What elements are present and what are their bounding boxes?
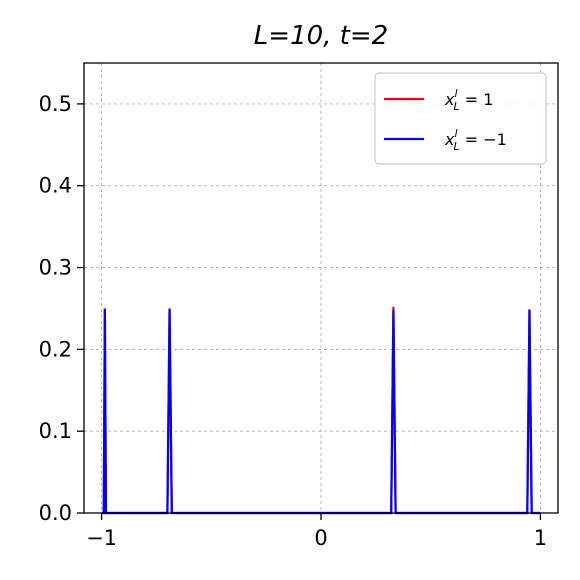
y-tick-label: 0.1 — [39, 419, 72, 443]
y-tick-label: 0.2 — [39, 337, 72, 361]
y-tick-label: 0.5 — [39, 92, 72, 116]
ticks-group: −1 0 1 0.0 0.1 0.2 0.3 0.4 0.5 — [39, 92, 548, 550]
chart-title: L=10, t=2 — [254, 21, 388, 51]
legend-box — [374, 72, 547, 165]
x-tick-label: 0 — [314, 526, 327, 550]
x-tick-label: 1 — [534, 526, 547, 550]
y-tick-label: 0.3 — [39, 256, 72, 280]
y-tick-label: 0.4 — [39, 174, 72, 198]
legend-label: xl L = −1 — [444, 127, 507, 153]
series-group — [101, 306, 541, 515]
legend: xl L = 1 xl L = −1 — [374, 72, 547, 165]
y-tick-label: 0.0 — [39, 501, 72, 525]
x-tick-label: −1 — [86, 526, 117, 550]
legend-label: xl L = 1 — [444, 87, 493, 113]
plot-frame — [83, 62, 559, 514]
